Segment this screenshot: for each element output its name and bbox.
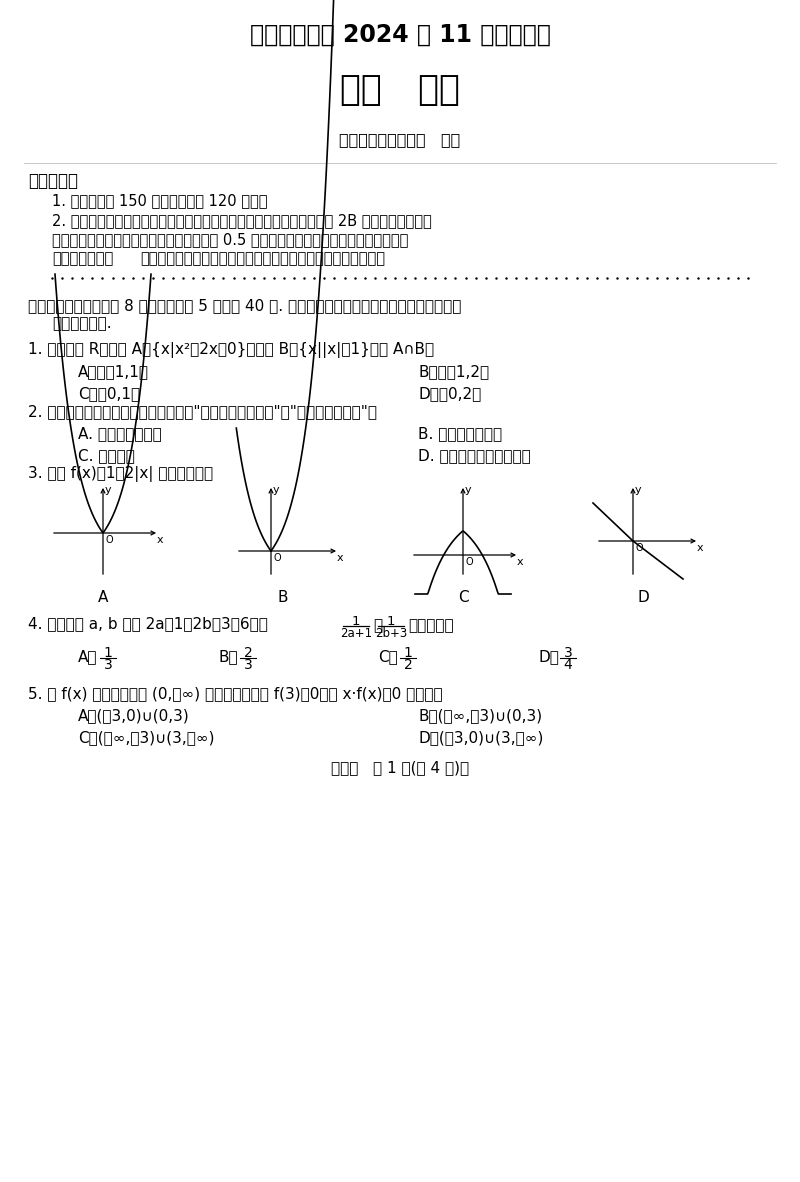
Text: O: O — [465, 557, 473, 567]
Text: ＋: ＋ — [373, 618, 382, 634]
Text: B: B — [278, 590, 288, 605]
Text: 1: 1 — [352, 615, 360, 628]
Text: 【数学   第 1 页(共 4 页)】: 【数学 第 1 页(共 4 页)】 — [331, 760, 469, 775]
Text: x: x — [337, 553, 344, 563]
Text: 的最小值是: 的最小值是 — [408, 618, 454, 634]
Text: 题区域内作答，: 题区域内作答， — [52, 251, 114, 266]
Text: 浙江强基联盟 2024 年 11 月高一联考: 浙江强基联盟 2024 年 11 月高一联考 — [250, 22, 550, 47]
Text: 1. 设全集为 R，集合 A＝{x|x²－2x＜0}，集合 B＝{x||x|＜1}，则 A∩B＝: 1. 设全集为 R，集合 A＝{x|x²－2x＜0}，集合 B＝{x||x|＜1… — [28, 342, 434, 358]
Text: A: A — [98, 590, 108, 605]
Text: D．(－3,0)∪(3,＋∞): D．(－3,0)∪(3,＋∞) — [418, 730, 543, 745]
Text: 4. 若非负数 a, b 满足 2a＋1＋2b＋3＝6，则: 4. 若非负数 a, b 满足 2a＋1＋2b＋3＝6，则 — [28, 616, 268, 631]
Text: x: x — [157, 535, 164, 545]
Text: D．: D． — [538, 649, 559, 664]
Text: 3: 3 — [104, 658, 112, 673]
Text: O: O — [273, 553, 281, 563]
Text: 2: 2 — [244, 647, 252, 660]
Text: 应题目的答案标号涂黑；非选择题请用直径 0.5 毫米黑色墨水签字笔在答题卡上各题的答: 应题目的答案标号涂黑；非选择题请用直径 0.5 毫米黑色墨水签字笔在答题卡上各题… — [52, 232, 408, 247]
Text: y: y — [465, 485, 472, 495]
Text: 2b+3: 2b+3 — [375, 626, 407, 639]
Text: 3. 函数 f(x)＝1－2|x| 的图象大致是: 3. 函数 f(x)＝1－2|x| 的图象大致是 — [28, 466, 213, 482]
Text: C．(－∞,－3)∪(3,＋∞): C．(－∞,－3)∪(3,＋∞) — [78, 730, 214, 745]
Text: B．(－∞,－3)∪(0,3): B．(－∞,－3)∪(0,3) — [418, 708, 542, 723]
Text: O: O — [105, 535, 113, 545]
Text: 4: 4 — [564, 658, 572, 673]
Text: 1: 1 — [403, 647, 413, 660]
Text: A．(－3,0)∪(0,3): A．(－3,0)∪(0,3) — [78, 708, 190, 723]
Text: D．（0,2）: D．（0,2） — [418, 387, 482, 401]
Text: C．: C． — [378, 649, 398, 664]
Text: A．: A． — [78, 649, 98, 664]
Text: 1. 本试卷满分 150 分，考试时间 120 分钟。: 1. 本试卷满分 150 分，考试时间 120 分钟。 — [52, 193, 267, 208]
Text: 一、选择题：本大题共 8 小题，每小题 5 分，共 40 分. 在每小题给出的四个选项中，只有一项是符: 一、选择题：本大题共 8 小题，每小题 5 分，共 40 分. 在每小题给出的四… — [28, 298, 462, 313]
Text: 5. 设 f(x) 为奇函数且在 (0,＋∞) 内是减函数，若 f(3)＝0，则 x·f(x)＜0 的解集为: 5. 设 f(x) 为奇函数且在 (0,＋∞) 内是减函数，若 f(3)＝0，则… — [28, 686, 442, 701]
Text: B. 必要不充分条件: B. 必要不充分条件 — [418, 426, 502, 441]
Text: D. 既不充分也不必要条件: D. 既不充分也不必要条件 — [418, 448, 530, 463]
Text: A．（－1,1）: A．（－1,1） — [78, 364, 149, 379]
Text: 浙江强基联盟研究院   命制: 浙江强基联盟研究院 命制 — [339, 132, 461, 148]
Text: x: x — [517, 557, 524, 567]
Text: 3: 3 — [244, 658, 252, 673]
Text: C．（0,1）: C．（0,1） — [78, 387, 140, 401]
Text: B．（－1,2）: B．（－1,2） — [418, 364, 489, 379]
Text: y: y — [273, 485, 280, 495]
Text: B．: B． — [218, 649, 238, 664]
Text: 1: 1 — [103, 647, 113, 660]
Text: y: y — [635, 485, 642, 495]
Text: 考生注意：: 考生注意： — [28, 173, 78, 190]
Text: C: C — [458, 590, 468, 605]
Text: 2. 考生作答时，请将答案答在答题卡上。选择题每小题选出答案后，用 2B 铅笔把答题卡上对: 2. 考生作答时，请将答案答在答题卡上。选择题每小题选出答案后，用 2B 铅笔把… — [52, 213, 432, 228]
Text: 数学   试题: 数学 试题 — [340, 73, 460, 108]
Text: A. 充分不必要条件: A. 充分不必要条件 — [78, 426, 162, 441]
Text: C. 充要条件: C. 充要条件 — [78, 448, 135, 463]
Text: O: O — [635, 543, 642, 553]
Text: 2a+1: 2a+1 — [340, 626, 372, 639]
Text: D: D — [637, 590, 649, 605]
Text: 3: 3 — [564, 647, 572, 660]
Text: 1: 1 — [386, 615, 395, 628]
Text: y: y — [105, 485, 112, 495]
Text: 合题目要求的.: 合题目要求的. — [52, 316, 112, 331]
Text: 2. 金钱豹是猫科豹属中的一种动物，则"甲动物是猫科动物"是"甲动物是金钱豹"的: 2. 金钱豹是猫科豹属中的一种动物，则"甲动物是猫科动物"是"甲动物是金钱豹"的 — [28, 404, 377, 418]
Text: x: x — [697, 543, 704, 553]
Text: 2: 2 — [404, 658, 412, 673]
Text: 超出答题区域书写的答案无效，在试题卷、草稿纸上作答无效。: 超出答题区域书写的答案无效，在试题卷、草稿纸上作答无效。 — [140, 251, 385, 266]
